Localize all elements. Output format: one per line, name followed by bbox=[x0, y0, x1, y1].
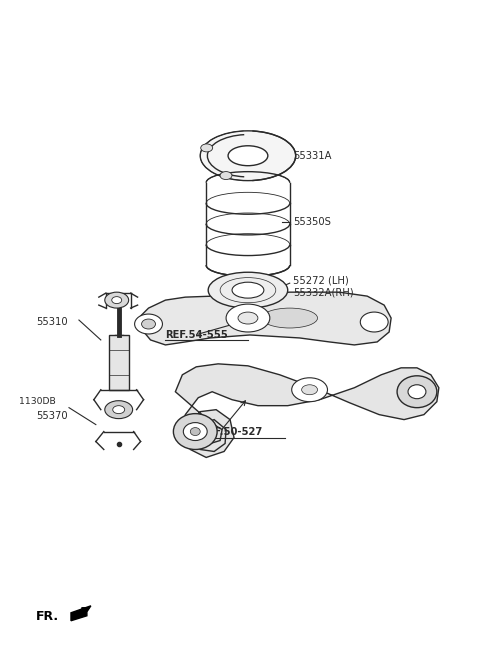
Text: 55350S: 55350S bbox=[293, 217, 331, 228]
Ellipse shape bbox=[238, 312, 258, 324]
Ellipse shape bbox=[200, 131, 296, 180]
Ellipse shape bbox=[232, 282, 264, 298]
Text: 55331A: 55331A bbox=[293, 151, 331, 161]
Ellipse shape bbox=[105, 292, 129, 308]
Ellipse shape bbox=[301, 385, 318, 395]
Text: REF.50-527: REF.50-527 bbox=[200, 426, 263, 436]
Ellipse shape bbox=[134, 314, 162, 334]
Ellipse shape bbox=[408, 385, 426, 399]
Ellipse shape bbox=[105, 401, 132, 419]
Ellipse shape bbox=[183, 422, 207, 441]
Polygon shape bbox=[71, 606, 91, 621]
Polygon shape bbox=[175, 364, 439, 457]
Text: 55332A(RH): 55332A(RH) bbox=[293, 287, 353, 297]
Ellipse shape bbox=[173, 414, 217, 449]
Bar bbox=[109, 335, 129, 390]
Ellipse shape bbox=[112, 297, 122, 304]
Text: REF.54-555: REF.54-555 bbox=[166, 330, 228, 340]
Text: FR.: FR. bbox=[36, 610, 60, 623]
Ellipse shape bbox=[113, 405, 125, 414]
Ellipse shape bbox=[360, 312, 388, 332]
Ellipse shape bbox=[220, 172, 232, 180]
Ellipse shape bbox=[262, 308, 318, 328]
Ellipse shape bbox=[201, 144, 213, 152]
Polygon shape bbox=[141, 292, 391, 345]
Ellipse shape bbox=[208, 272, 288, 308]
Ellipse shape bbox=[142, 319, 156, 329]
Ellipse shape bbox=[397, 376, 437, 407]
Text: 55310: 55310 bbox=[36, 317, 68, 327]
Text: 55272 (LH): 55272 (LH) bbox=[293, 276, 348, 285]
Text: 1130DB: 1130DB bbox=[19, 397, 56, 406]
Ellipse shape bbox=[190, 428, 200, 436]
Ellipse shape bbox=[228, 146, 268, 166]
Ellipse shape bbox=[226, 304, 270, 332]
Text: 55370: 55370 bbox=[36, 411, 68, 420]
Ellipse shape bbox=[292, 378, 327, 401]
